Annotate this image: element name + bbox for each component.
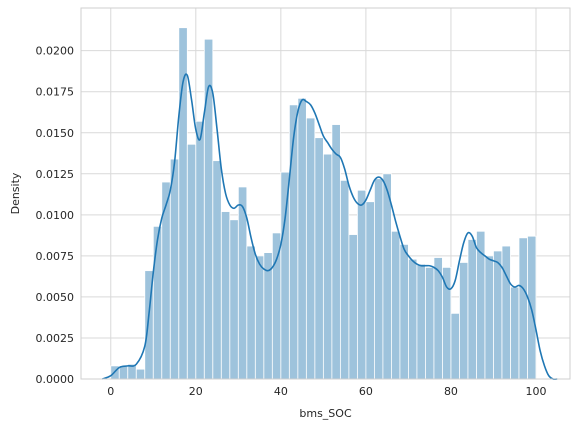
- kde-curve-layer: [101, 73, 558, 381]
- histogram-bar: [510, 286, 520, 380]
- histogram-bar: [288, 104, 299, 380]
- histogram-bar: [501, 245, 511, 380]
- histogram-bar: [331, 124, 341, 380]
- x-tick-label: 20: [189, 385, 203, 398]
- y-tick-label: 0.0050: [36, 291, 75, 304]
- y-tick-label: 0.0125: [36, 168, 75, 181]
- histogram-bar: [314, 137, 324, 380]
- x-tick-label: 40: [274, 385, 288, 398]
- histogram-bar: [391, 230, 401, 380]
- x-tick-label: 0: [107, 385, 114, 398]
- histogram-bar: [220, 211, 231, 380]
- histogram-bar: [518, 237, 528, 380]
- y-tick-label: 0.0200: [36, 45, 75, 58]
- histogram-bars: [110, 27, 537, 380]
- kde-line: [101, 73, 558, 381]
- histogram-bar: [348, 234, 358, 380]
- histogram-bar: [416, 263, 426, 380]
- histogram-bar: [169, 158, 180, 380]
- histogram-bar: [339, 179, 350, 380]
- y-tick-label: 0.0075: [36, 250, 75, 263]
- histogram-bar: [195, 120, 205, 380]
- histogram-bar: [297, 97, 307, 380]
- histogram-bar: [442, 266, 452, 380]
- y-tick-label: 0.0100: [36, 209, 75, 222]
- histogram-bar: [467, 239, 477, 380]
- histogram-bar: [408, 258, 418, 380]
- histogram-bar: [425, 266, 435, 380]
- y-tick-label: 0.0025: [36, 332, 75, 345]
- histogram-bar: [356, 189, 367, 380]
- histogram-bar: [493, 250, 503, 380]
- histogram-bar: [450, 312, 460, 380]
- histogram-bar: [365, 201, 375, 380]
- x-axis-label: bms_SOC: [299, 407, 352, 420]
- histogram-bar: [246, 245, 256, 380]
- histogram-bar: [186, 143, 197, 380]
- y-tick-label: 0.0150: [36, 127, 75, 140]
- histogram-bar: [212, 160, 222, 380]
- histogram-bar: [322, 153, 333, 380]
- x-tick-label: 80: [444, 385, 458, 398]
- x-tick-label: 60: [359, 385, 373, 398]
- x-tick-label: 100: [525, 385, 546, 398]
- histogram-bar: [305, 117, 316, 380]
- y-axis-ticks: 0.0000 0.0025 0.0050 0.0075 0.0100 0.0125 0.01…: [36, 45, 75, 386]
- y-tick-label: 0.0175: [36, 86, 75, 99]
- histogram-bar: [271, 232, 282, 380]
- histogram-bar: [135, 368, 146, 380]
- histogram-bar: [399, 243, 409, 380]
- x-axis-ticks: 0 20 40 60 80 100: [107, 385, 546, 398]
- histogram-bar: [118, 365, 129, 380]
- histogram-bar: [254, 255, 265, 380]
- histogram-bar: [280, 171, 290, 380]
- histogram-bar: [152, 225, 163, 380]
- histogram-bar: [382, 173, 392, 380]
- histogram-bar: [373, 178, 384, 380]
- plot-frame: [80, 7, 571, 380]
- histogram-bar: [263, 252, 273, 380]
- histogram-bar: [229, 219, 239, 380]
- y-tick-label: 0.0000: [36, 373, 75, 386]
- histogram-bar: [484, 255, 494, 380]
- histogram-bar: [459, 262, 469, 380]
- y-axis-label: Density: [9, 172, 22, 214]
